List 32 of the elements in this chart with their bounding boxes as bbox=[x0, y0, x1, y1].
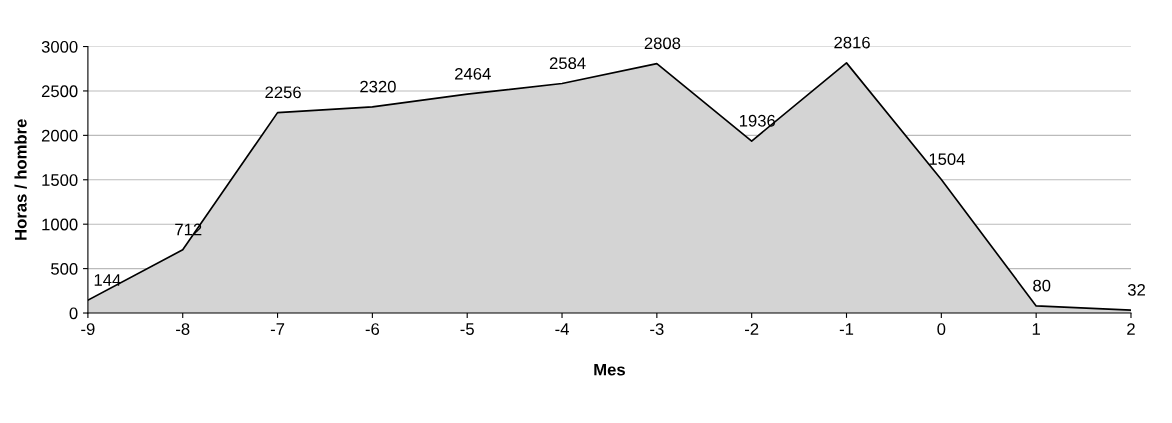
x-tick-label: -1 bbox=[839, 323, 854, 335]
data-label: 2464 bbox=[455, 67, 491, 80]
data-label: 1504 bbox=[929, 153, 965, 166]
data-label: 144 bbox=[94, 274, 121, 286]
y-tick-label: 3000 bbox=[41, 40, 78, 53]
x-tick-label: -5 bbox=[460, 323, 474, 335]
data-label: 2320 bbox=[360, 80, 396, 93]
y-axis-title: Horas / hombre bbox=[14, 119, 27, 240]
data-label: 2808 bbox=[644, 37, 681, 50]
x-tick-label: -4 bbox=[555, 323, 569, 335]
y-tick-label: 2500 bbox=[41, 85, 78, 98]
y-tick-label: 1000 bbox=[42, 218, 78, 231]
data-label: 2256 bbox=[265, 86, 301, 99]
x-tick-label: -2 bbox=[745, 323, 759, 335]
y-tick-label: 500 bbox=[51, 263, 78, 275]
data-label: 2584 bbox=[549, 57, 586, 70]
y-tick-label: 2000 bbox=[41, 129, 78, 142]
y-tick-label: 0 bbox=[69, 307, 78, 320]
data-label: 32 bbox=[1127, 283, 1145, 296]
data-label: 80 bbox=[1033, 279, 1051, 292]
x-tick-label: -9 bbox=[81, 323, 95, 335]
data-label: 1936 bbox=[739, 114, 776, 127]
x-tick-label: 2 bbox=[1127, 323, 1135, 335]
x-tick-label: -3 bbox=[650, 323, 664, 335]
x-tick-label: 0 bbox=[937, 323, 946, 335]
data-label: 2816 bbox=[834, 36, 870, 49]
x-tick-label: -7 bbox=[270, 323, 285, 335]
x-tick-label: -8 bbox=[176, 323, 190, 335]
x-axis-title: Mes bbox=[594, 363, 625, 376]
x-tick-label: -6 bbox=[365, 323, 380, 335]
y-tick-label: 1500 bbox=[42, 174, 78, 186]
x-tick-label: 1 bbox=[1032, 323, 1040, 335]
